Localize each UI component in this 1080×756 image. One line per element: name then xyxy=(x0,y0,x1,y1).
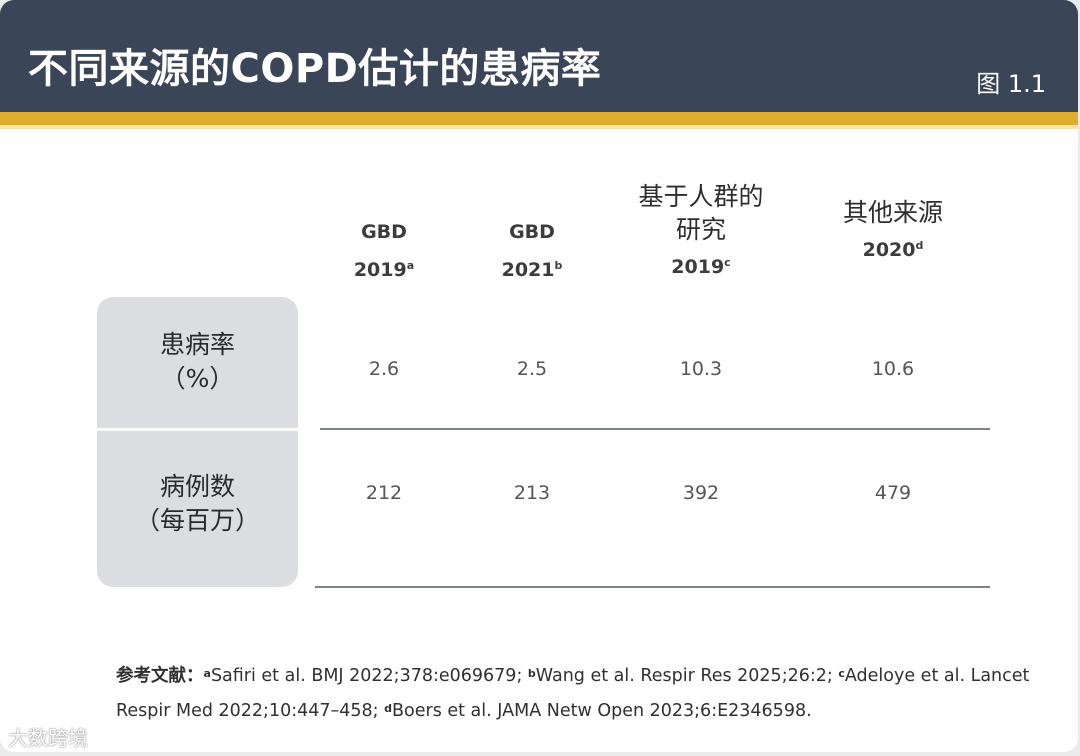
reference-item: Wang et al. Respir Res 2025;26:2; xyxy=(535,666,839,686)
table-cell: 392 xyxy=(682,482,720,504)
reference-item: Adeloye et al. Lancet Respir Med 2022;10… xyxy=(116,666,1030,721)
row-header-divider xyxy=(97,428,298,431)
row-divider-line xyxy=(320,428,990,430)
references-label: 参考文献： xyxy=(116,666,204,686)
figure-label: 图 1.1 xyxy=(976,70,1046,98)
table-cell: 213 xyxy=(513,482,551,504)
column-header-population-study-2019: 基于人群的 研究 2019c xyxy=(638,182,764,278)
table-cell: 2.6 xyxy=(368,358,400,380)
page-title: 不同来源的COPD估计的患病率 xyxy=(28,46,602,92)
table-cell: 10.6 xyxy=(871,358,915,380)
reference-item: Boers et al. JAMA Netw Open 2023;6:E2346… xyxy=(392,701,812,721)
row-label-prevalence: 患病率 （%） xyxy=(159,330,235,393)
accent-bar xyxy=(0,112,1078,129)
column-header-gbd-2021: GBD 2021b xyxy=(501,221,563,281)
column-header-other-sources-2020: 其他来源 2020d xyxy=(842,198,943,261)
row-label-cases: 病例数 （每百万） xyxy=(134,472,260,535)
table-cell: 2.5 xyxy=(516,358,548,380)
header-bar: 不同来源的COPD估计的患病率 图 1.1 xyxy=(0,0,1078,112)
table-cell: 479 xyxy=(874,482,912,504)
table-bottom-line xyxy=(315,586,990,588)
column-header-gbd-2019: GBD 2019a xyxy=(353,221,415,281)
references: 参考文献：aSafiri et al. BMJ 2022;378:e069679… xyxy=(116,666,1030,721)
reference-item: Safiri et al. BMJ 2022;378:e069679; xyxy=(210,666,528,686)
watermark: 大数跨境 xyxy=(8,726,88,750)
table-cell: 10.3 xyxy=(679,358,723,380)
table-cell: 212 xyxy=(365,482,403,504)
row-header-box xyxy=(97,297,298,587)
